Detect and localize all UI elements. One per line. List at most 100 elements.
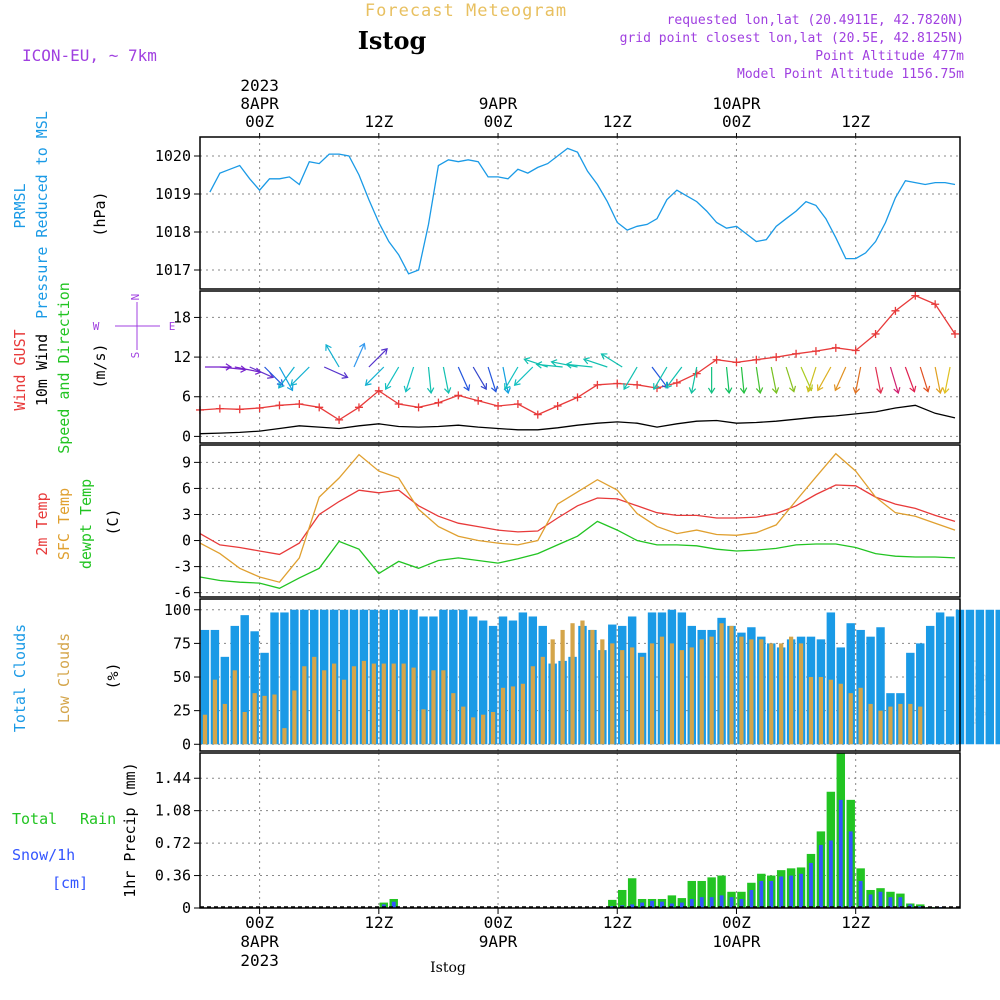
low-cloud-bar: [858, 687, 863, 745]
low-cloud-bar: [709, 636, 714, 745]
low-cloud-bar: [828, 679, 833, 745]
wind-arrow-head: [364, 379, 372, 386]
low-cloud-bar: [729, 625, 734, 745]
low-cloud-bar: [252, 693, 257, 745]
wind-arrow-head: [739, 387, 748, 395]
compass-south: S: [129, 352, 142, 359]
total-cloud-bar: [508, 620, 518, 745]
low-cloud-bar: [212, 679, 218, 745]
percent-unit-label: (%): [104, 662, 122, 689]
low-cloud-bar: [500, 687, 506, 745]
wind-arrow-head: [504, 383, 511, 391]
gust-marker: [891, 306, 900, 315]
wind-arrow-head: [665, 381, 673, 389]
gust-marker: [951, 329, 960, 338]
snow-bar: [650, 900, 654, 908]
low-cloud-bar: [659, 636, 665, 745]
total-cloud-bar: [945, 616, 955, 745]
wind-arrow-head: [653, 383, 660, 391]
wind-arrow-head: [833, 384, 841, 392]
wind-speed-direction-label: Speed and Direction: [55, 282, 73, 454]
rain-bar: [627, 878, 637, 908]
y-tick-label: 18: [173, 308, 191, 326]
wind-arrow: [290, 366, 310, 386]
gust-marker: [792, 349, 801, 358]
wind-arrow: [807, 366, 817, 392]
pressure-label: Pressure Reduced to MSL: [33, 111, 51, 319]
total-cloud-bar: [478, 620, 488, 745]
gust-marker: [871, 329, 880, 338]
total-cloud-bar: [916, 643, 925, 745]
low-cloud-bar: [312, 656, 317, 745]
prmsl-label: PRMSL: [11, 183, 29, 228]
top-axis-label: 9APR: [479, 94, 518, 113]
bottom-axis-label: 10APR: [712, 932, 761, 951]
total-cloud-bar: [925, 625, 935, 745]
snow-bar: [630, 904, 635, 908]
y-tick-label: 1018: [155, 223, 191, 241]
snow-bar: [709, 897, 714, 908]
bottom-axis-label: 9APR: [479, 932, 518, 951]
rain-bar: [687, 880, 696, 908]
top-axis-label: 00Z: [484, 112, 513, 131]
wind-arrow-head: [490, 385, 499, 393]
wind-arrow: [487, 366, 497, 392]
wind-arrow-head: [565, 361, 573, 369]
top-axis-label: 12Z: [364, 112, 393, 131]
low-cloud-bar: [202, 714, 208, 745]
snow-bar: [828, 840, 833, 908]
wind-compass: N W E S: [93, 294, 176, 359]
low-cloud-bar: [322, 670, 327, 745]
wind-panel-labels: Wind GUST 10m Wind Speed and Direction (…: [11, 282, 109, 454]
wind-arrow-head: [286, 384, 294, 392]
gust-marker: [434, 398, 443, 407]
snow-bar: [719, 895, 724, 908]
top-axis-label: 2023: [240, 76, 279, 95]
total-cloud-bar: [220, 656, 230, 745]
bottom-axis-label: 00Z: [722, 913, 751, 932]
wind-arrow: [817, 366, 832, 391]
sfc-temp-line: [199, 452, 956, 583]
gust-marker: [672, 378, 681, 387]
temp-2m-line: [199, 484, 956, 556]
snow-bar: [640, 902, 644, 908]
low-cloud-bar: [888, 706, 893, 745]
snow-bar: [381, 904, 386, 908]
panel-pressure: 1017 1018 1019 1020: [155, 136, 961, 290]
low-cloud-bar: [610, 643, 615, 745]
panel-frame: [199, 444, 961, 598]
wind-arrow-head: [909, 385, 917, 393]
y-tick-label: 1.08: [155, 802, 191, 820]
total-cloud-bar: [856, 629, 865, 745]
total-cloud-bar: [876, 627, 885, 745]
wind-arrow: [583, 358, 608, 368]
gust-marker: [831, 343, 840, 352]
total-cloud-bar: [965, 609, 975, 745]
wind-arrow: [551, 361, 578, 368]
gust-marker: [613, 379, 622, 388]
wind-arrow-head: [893, 387, 901, 395]
y-tick-label: 3: [182, 505, 191, 523]
low-cloud-bar: [411, 667, 416, 745]
wind-arrow-head: [806, 384, 813, 392]
total-cloud-bar: [488, 625, 498, 745]
rain-bar: [667, 895, 677, 908]
low-cloud-bar: [530, 666, 535, 745]
wind-10m-label: 10m Wind: [33, 334, 51, 406]
snow-bar: [699, 897, 704, 908]
low-cloud-bar: [769, 643, 774, 745]
snow-bar: [809, 862, 813, 908]
wind-arrow: [365, 366, 385, 386]
wind-arrow-head: [278, 381, 285, 389]
total-cloud-bar: [975, 609, 985, 745]
forecast-title: Forecast Meteogram: [365, 1, 567, 21]
panel-wind: 0 6 12 18: [173, 290, 961, 445]
top-axis-label: 12Z: [603, 112, 632, 131]
wind-arrow: [323, 366, 348, 378]
total-cloud-bar: [339, 609, 349, 745]
wind-arrow-head: [513, 379, 521, 386]
wind-arrow-head: [359, 342, 366, 350]
total-cloud-bar: [498, 616, 508, 745]
gust-marker: [752, 355, 761, 364]
low-cloud-bar: [401, 663, 406, 745]
